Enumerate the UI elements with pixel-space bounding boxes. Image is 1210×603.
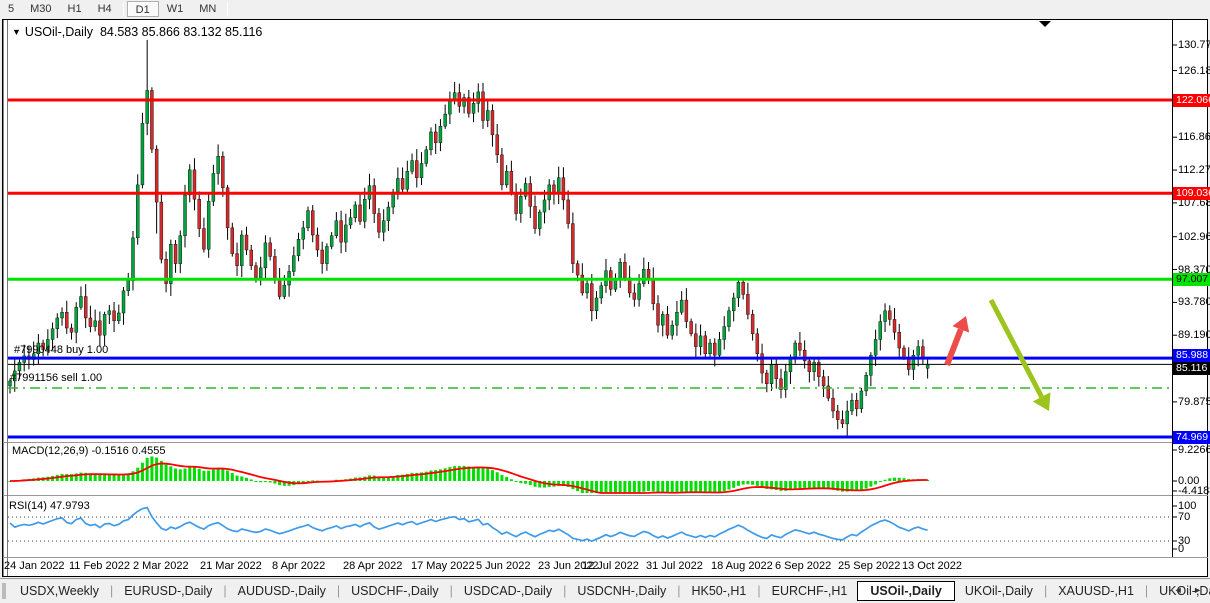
timeframe-toolbar: 5 M30 H1 H4 D1 W1 MN <box>0 0 1210 18</box>
tab-scroll-arrows[interactable]: ◄ ► <box>1173 585 1206 595</box>
macd-axis-label: 9.2266 <box>1178 444 1210 456</box>
date-axis-label: 8 Apr 2022 <box>272 560 326 572</box>
date-axis-label: 25 Sep 2022 <box>838 560 901 572</box>
price-badge: 74.969 <box>1173 430 1210 444</box>
tab-audusd-daily[interactable]: AUDUSD-,Daily <box>237 584 326 598</box>
date-axis-label: 2 Mar 2022 <box>133 560 189 572</box>
price-axis-label: 112.275 <box>1178 164 1210 177</box>
date-axis-label: 23 Jun 2022 <box>538 560 599 572</box>
chart-ohlc-values: 84.583 85.866 83.132 85.116 <box>99 25 263 39</box>
chart-title: ▼ USOil-,Daily 84.583 85.866 83.132 85.11… <box>12 25 262 39</box>
tab-usdcnh-daily[interactable]: USDCNH-,Daily <box>577 584 667 598</box>
tab-separator: | <box>449 584 453 598</box>
tab-hk50-h1[interactable]: HK50-,H1 <box>691 584 747 598</box>
timeframe-button-d1[interactable]: D1 <box>126 1 159 17</box>
tab-usdchf-daily[interactable]: USDCHF-,Daily <box>351 584 439 598</box>
timeframe-button-w1[interactable]: W1 <box>166 3 184 15</box>
tab-separator: | <box>1043 584 1048 598</box>
date-axis-label: 11 Feb 2022 <box>69 560 130 572</box>
tab-separator: | <box>677 584 681 598</box>
price-badge: 85.988 <box>1173 349 1210 363</box>
macd-axis-label: -4.4188 <box>1178 485 1210 497</box>
price-axis-label: 126.180 <box>1178 64 1210 77</box>
date-axis-label: 5 Jun 2022 <box>476 560 531 572</box>
rsi-axis-label: 30 <box>1178 535 1191 547</box>
toolbar-separator <box>227 2 229 16</box>
tab-usdx-weekly[interactable]: USDX,Weekly <box>20 584 99 598</box>
tabbar-grip <box>2 583 6 599</box>
macd-axis-label: 0.00 <box>1178 475 1200 487</box>
timeframe-button-h4[interactable]: H4 <box>97 3 112 15</box>
date-axis-label: 13 Oct 2022 <box>902 560 962 572</box>
sell-order-label[interactable]: #7991156 sell 1.00 <box>10 372 103 384</box>
tab-separator: | <box>223 584 227 598</box>
timeframe-button-h1[interactable]: H1 <box>67 3 82 15</box>
date-axis-label: 28 Apr 2022 <box>343 560 403 572</box>
tab-separator: | <box>757 584 761 598</box>
date-axis-label: 24 Jan 2022 <box>4 560 65 572</box>
timeframe-button-m30[interactable]: M30 <box>30 3 52 15</box>
price-axis-label: 98.370 <box>1178 263 1210 276</box>
price-badge: 109.036 <box>1173 187 1210 201</box>
timeframe-button-5[interactable]: 5 <box>8 3 15 15</box>
tab-separator: | <box>336 584 341 598</box>
date-axis-label: 12 Jul 2022 <box>582 560 639 572</box>
rsi-axis-label: 100 <box>1178 500 1197 512</box>
tab-ukoil-daily[interactable]: UKOil-,Daily <box>964 584 1033 598</box>
chart-window <box>2 19 1208 577</box>
price-badge: 85.116 <box>1173 362 1210 376</box>
tab-ukoil-daily[interactable]: UKOil-,Daily <box>1159 584 1210 598</box>
date-axis-label: 18 Aug 2022 <box>711 560 773 572</box>
rsi-axis-label: 70 <box>1178 511 1191 523</box>
date-axis-label: 6 Sep 2022 <box>775 560 832 572</box>
price-axis-label: 130.770 <box>1178 39 1210 51</box>
price-badge: 122.066 <box>1173 94 1210 107</box>
symbol-tabbar: USDX,Weekly | EURUSD-,Daily | AUDUSD-,Daily |… <box>0 578 1210 603</box>
chart-symbol-label: USOil-,Daily <box>24 25 93 39</box>
price-axis-label: 102.960 <box>1178 230 1210 243</box>
date-axis-label: 21 Mar 2022 <box>200 560 262 572</box>
price-axis-label: 93.780 <box>1178 296 1210 309</box>
tab-eurusd-daily[interactable]: EURUSD-,Daily <box>124 584 213 598</box>
price-axis-label: 89.190 <box>1178 329 1210 342</box>
rsi-indicator-label: RSI(14) 47.9793 <box>9 500 90 512</box>
date-axis-label: 31 Jul 2022 <box>646 560 703 572</box>
tab-separator: | <box>1144 584 1149 598</box>
timeframe-button-mn[interactable]: MN <box>199 3 217 15</box>
tab-usoil-daily[interactable]: USOil-,Daily <box>857 581 955 601</box>
rsi-axis-label: 0 <box>1178 543 1185 555</box>
tab-eurchf-h1[interactable]: EURCHF-,H1 <box>771 584 848 598</box>
symbol-dropdown-icon[interactable]: ▼ <box>12 27 21 37</box>
tab-usdcad-daily[interactable]: USDCAD-,Daily <box>463 584 553 598</box>
tab-xauusd-h1[interactable]: XAUUSD-,H1 <box>1058 584 1134 598</box>
toolbar-separator <box>122 2 124 16</box>
tab-separator: | <box>563 584 567 598</box>
date-axis-label: 17 May 2022 <box>411 560 475 572</box>
price-axis-label: 79.875 <box>1178 395 1210 408</box>
price-axis-label: 116.865 <box>1178 131 1210 144</box>
buy-order-label[interactable]: #7990448 buy 1.00 <box>14 344 109 356</box>
price-badge: 97.007 <box>1173 273 1210 287</box>
tab-separator: | <box>109 584 114 598</box>
macd-indicator-label: MACD(12,26,9) -0.1516 0.4555 <box>12 445 166 457</box>
